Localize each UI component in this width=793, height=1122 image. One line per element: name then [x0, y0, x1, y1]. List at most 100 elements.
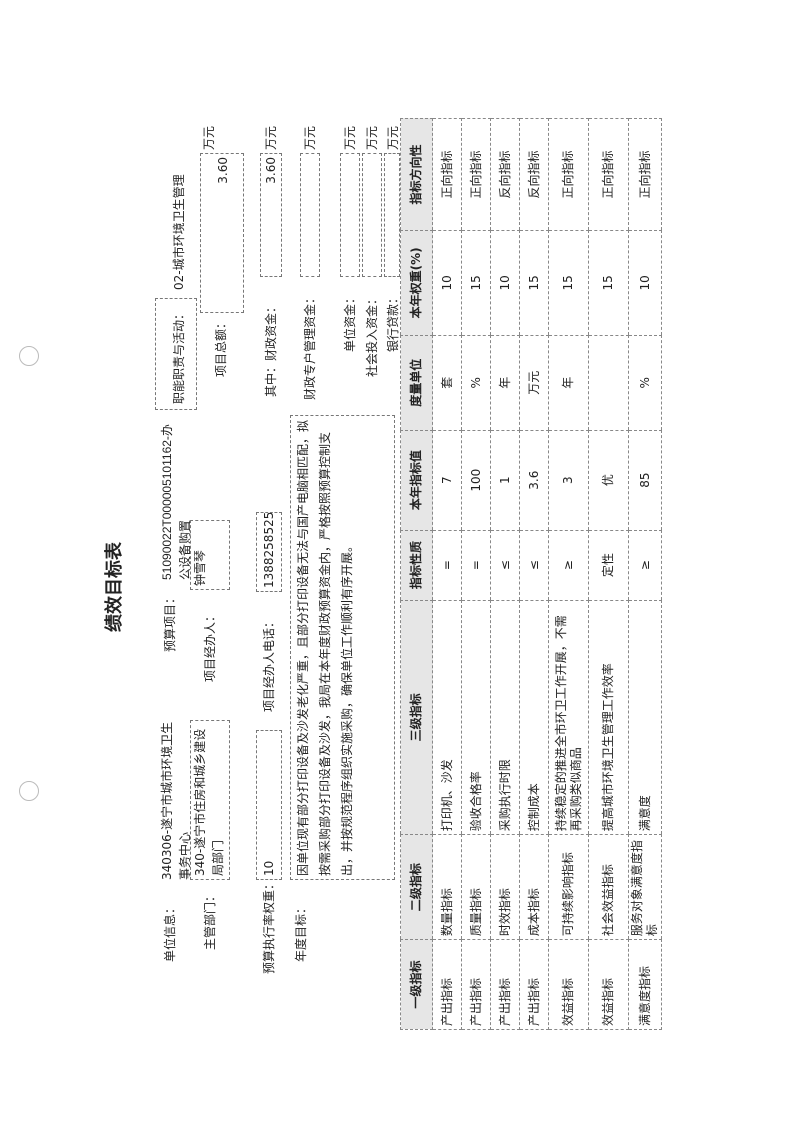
indicator-table: 一级指标 二级指标 三级指标 指标性质 本年指标值 度量单位 本年权重(%) 指标方向性 产出…	[400, 118, 662, 1030]
cell-level1: 产出指标	[519, 939, 549, 1030]
cell-level3: 验收合格率	[461, 600, 491, 835]
cell-level1: 产出指标	[490, 939, 520, 1030]
cell-level1: 满意度指标	[628, 939, 662, 1030]
fiscal-label: 其中：财政资金：	[264, 300, 278, 397]
header-unit: 度量单位	[400, 335, 433, 431]
cell-weight: 15	[548, 230, 589, 336]
cell-unit: 年	[548, 335, 589, 431]
cell-direction: 反向指标	[519, 118, 549, 231]
header-weight: 本年权重(%)	[400, 230, 433, 336]
cell-level1: 产出指标	[461, 939, 491, 1030]
cell-nature: ≤	[519, 530, 549, 601]
cell-level2: 可持续影响指标	[548, 834, 589, 940]
cell-value: 优	[588, 430, 629, 531]
cell-direction: 正向指标	[432, 118, 462, 231]
cell-value: 85	[628, 430, 662, 531]
duty-label: 职能职责与活动：	[172, 307, 186, 404]
phone-field[interactable]: 13882585250	[256, 512, 282, 592]
cell-nature: 定性	[588, 530, 629, 601]
fiscal-unit: 万元	[264, 125, 278, 150]
cell-direction: 正向指标	[628, 118, 662, 231]
total-label: 项目总额：	[214, 316, 228, 377]
cell-value: 100	[461, 430, 491, 531]
total-field[interactable]: 3.60	[200, 153, 244, 313]
cell-nature: =	[461, 530, 491, 601]
page-title: 绩效目标表	[104, 542, 125, 632]
social-label: 社会投入资金：	[365, 292, 379, 377]
cell-weight: 10	[628, 230, 662, 336]
budget-item-value: 51090022T000005101162-办公设备购置	[160, 424, 192, 580]
unit-label: 单位信息：	[163, 901, 177, 962]
cell-level2: 社会效益指标	[588, 834, 629, 940]
cell-unit: %	[461, 335, 491, 431]
table-row: 产出指标 质量指标 验收合格率 = 100% 15 正向指标	[461, 118, 491, 1030]
punch-hole	[19, 346, 39, 366]
special-unit: 万元	[303, 125, 317, 150]
cell-value: 3.6	[519, 430, 549, 531]
cell-value: 3	[548, 430, 589, 531]
cell-level2: 质量指标	[461, 834, 491, 940]
cell-level1: 效益指标	[548, 939, 589, 1030]
table-row: 产出指标 数量指标 打印机、沙发 = 7 套 10 正向指标	[432, 118, 462, 1030]
punch-hole	[19, 781, 39, 801]
special-label: 财政专户管理资金：	[303, 291, 317, 400]
manager-label: 项目经办人：	[203, 609, 217, 682]
header-level1: 一级指标	[400, 939, 433, 1030]
cell-level3: 满意度	[628, 600, 662, 835]
fiscal-field[interactable]: 3.60	[260, 153, 282, 277]
cell-weight: 15	[588, 230, 629, 336]
cell-level1: 产出指标	[432, 939, 462, 1030]
dept-field[interactable]: 340-遂宁市住房和城乡建设局部门	[190, 720, 230, 880]
header-value: 本年指标值	[400, 430, 433, 531]
special-field[interactable]	[300, 153, 320, 277]
cell-direction: 反向指标	[490, 118, 520, 231]
cell-level2: 时效指标	[490, 834, 520, 940]
table-row: 产出指标 成本指标 控制成本 ≤3.6 万元 15 反向指标	[519, 118, 549, 1030]
manager-field[interactable]: 钟雪琴	[190, 520, 230, 590]
cell-level3: 采购执行时限	[490, 600, 520, 835]
table-row: 效益指标 可持续影响指标 持续稳定的推进全市环卫工作开展，不需再采购类似商品 ≥3 年 1…	[548, 118, 589, 1030]
cell-nature: =	[432, 530, 462, 601]
table-row: 满意度指标 服务对象满意度指标 满意度 ≥85% 10 正向指标	[628, 118, 662, 1030]
header-level2: 二级指标	[400, 834, 433, 940]
cell-weight: 15	[461, 230, 491, 336]
table-body: 产出指标 数量指标 打印机、沙发 = 7 套 10 正向指标 产出指标 质量指标 验收合格率 = 100…	[432, 118, 662, 1030]
header-level3: 三级指标	[400, 600, 433, 835]
cell-direction: 正向指标	[548, 118, 589, 231]
table-row: 效益指标 社会效益指标 提高城市环境卫生管理工作效率 定性优 15 正向指标	[588, 118, 629, 1030]
cell-level1: 效益指标	[588, 939, 629, 1030]
duty-value: 02-城市环境卫生管理	[172, 174, 186, 290]
bank-field[interactable]	[384, 153, 400, 277]
cell-unit: 年	[490, 335, 520, 431]
total-unit: 万元	[202, 125, 216, 150]
unitfund-field[interactable]	[340, 153, 360, 277]
cell-level3: 控制成本	[519, 600, 549, 835]
cell-level2: 数量指标	[432, 834, 462, 940]
weight-field[interactable]: 10	[256, 730, 282, 880]
header-direction: 指标方向性	[400, 118, 433, 231]
cell-weight: 15	[519, 230, 549, 336]
budget-item-label: 预算项目：	[163, 591, 177, 652]
cell-unit: 万元	[519, 335, 549, 431]
unitfund-label: 单位资金：	[343, 291, 357, 352]
cell-nature: ≥	[628, 530, 662, 601]
cell-direction: 正向指标	[461, 118, 491, 231]
cell-level3: 提高城市环境卫生管理工作效率	[588, 600, 629, 835]
cell-level3: 打印机、沙发	[432, 600, 462, 835]
cell-weight: 10	[490, 230, 520, 336]
cell-unit: %	[628, 335, 662, 431]
social-field[interactable]	[362, 153, 382, 277]
cell-unit	[588, 335, 629, 431]
cell-unit: 套	[432, 335, 462, 431]
cell-direction: 正向指标	[588, 118, 629, 231]
cell-weight: 10	[432, 230, 462, 336]
dept-label: 主管部门：	[203, 889, 217, 950]
weight-label: 预算执行率权重：	[262, 877, 276, 974]
cell-level3: 持续稳定的推进全市环卫工作开展，不需再采购类似商品	[548, 600, 589, 835]
cell-nature: ≥	[548, 530, 589, 601]
table-row: 产出指标 时效指标 采购执行时限 ≤1 年 10 反向指标	[490, 118, 520, 1030]
table-header-row: 一级指标 二级指标 三级指标 指标性质 本年指标值 度量单位 本年权重(%) 指标方向性	[400, 118, 433, 1030]
cell-level2: 成本指标	[519, 834, 549, 940]
social-unit: 万元	[365, 125, 379, 150]
